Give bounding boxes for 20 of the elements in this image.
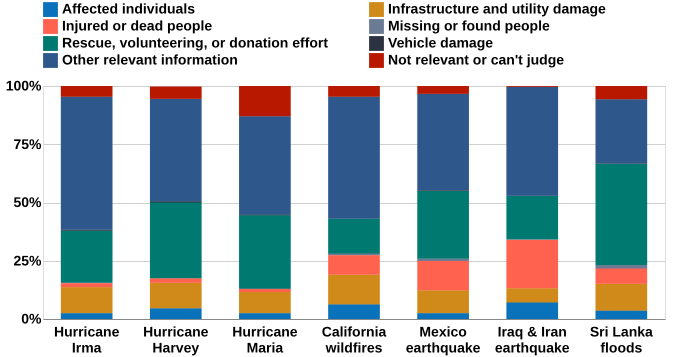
x-tick-label: California wildfires	[322, 324, 386, 356]
legend-label: Missing or found people	[388, 18, 550, 34]
legend-label: Rescue, volunteering, or donation effort	[62, 34, 328, 50]
legend-label: Vehicle damage	[388, 34, 494, 50]
legend-label: Injured or dead people	[62, 18, 212, 34]
y-tick-label: 75%	[13, 136, 42, 152]
legend-label: Infrastructure and utility damage	[388, 0, 606, 17]
y-tick-label: 0%	[21, 310, 42, 326]
x-tick-label: Hurricane Irma	[54, 324, 120, 356]
legend-label: Not relevant or can't judge	[388, 52, 564, 68]
x-tick-label: Mexico earthquake	[406, 324, 481, 356]
y-tick-label: 100%	[6, 78, 42, 94]
legend-label: Affected individuals	[62, 0, 196, 17]
x-tick-label: Hurricane Maria	[232, 324, 298, 356]
x-tick-label: Hurricane Harvey	[143, 324, 209, 356]
y-tick-label: 50%	[13, 194, 42, 210]
x-tick-label: Sri Lanka floods	[590, 324, 654, 356]
y-tick-label: 25%	[13, 252, 42, 268]
x-tick-label: Iraq & Iran earthquake	[494, 324, 570, 356]
legend-label: Other relevant information	[62, 52, 238, 68]
